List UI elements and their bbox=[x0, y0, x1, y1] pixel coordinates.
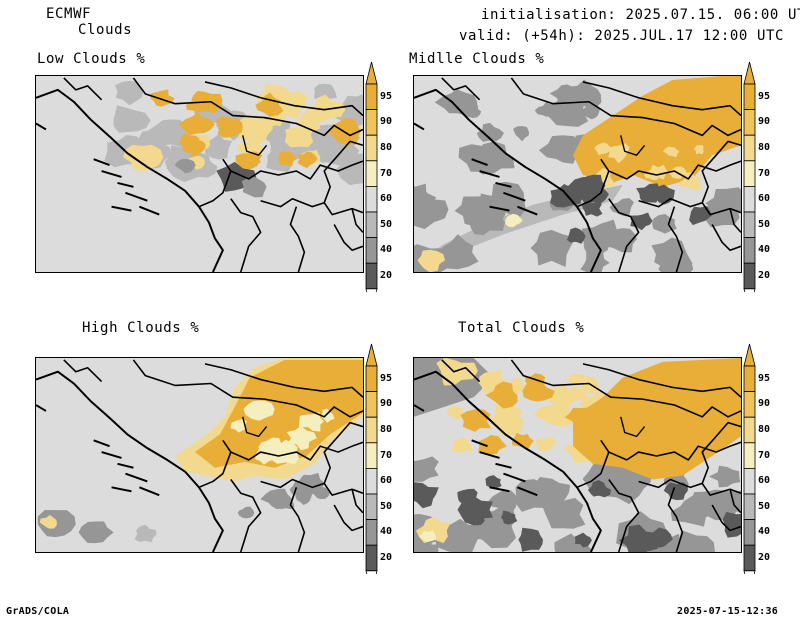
colorbar-segment-40 bbox=[743, 519, 756, 546]
colorbar-segment-70 bbox=[743, 160, 756, 187]
colorbar-arrow-top bbox=[743, 343, 756, 367]
colorbar-segment-60 bbox=[743, 186, 756, 213]
colorbar-segment-50 bbox=[365, 493, 378, 521]
colorbar-label-40: 40 bbox=[758, 526, 771, 538]
colorbar-label-95: 95 bbox=[758, 90, 771, 102]
panel-title-middle: Midlle Clouds % bbox=[409, 51, 545, 67]
colorbar-label-50: 50 bbox=[758, 500, 771, 512]
colorbar-segment-90 bbox=[743, 391, 756, 418]
panel-title-total: Total Clouds % bbox=[458, 320, 585, 336]
field-label: Clouds bbox=[78, 22, 133, 38]
map-high-clouds bbox=[35, 357, 364, 553]
colorbar-label-70: 70 bbox=[758, 449, 771, 461]
colorbar-arrow-bottom bbox=[743, 288, 756, 311]
colorbar-label-80: 80 bbox=[758, 424, 771, 435]
colorbar-label-50: 50 bbox=[380, 500, 393, 512]
colorbar-label-50: 50 bbox=[380, 218, 393, 230]
colorbar-segment-40 bbox=[365, 237, 378, 264]
panel-title-low: Low Clouds % bbox=[37, 51, 146, 67]
colorbar-label-90: 90 bbox=[380, 116, 393, 128]
colorbar-label-70: 70 bbox=[758, 167, 771, 179]
footer-software: GrADS/COLA bbox=[6, 606, 70, 617]
colorbar-label-60: 60 bbox=[380, 475, 393, 487]
colorbar-segment-95 bbox=[743, 365, 756, 393]
colorbar-segment-20 bbox=[365, 544, 378, 572]
colorbar-segment-70 bbox=[365, 442, 378, 469]
colorbar-label-20: 20 bbox=[380, 552, 393, 563]
colorbar-segment-60 bbox=[365, 468, 378, 495]
init-time: initialisation: 2025.07.15. 06:00 UTC bbox=[481, 7, 800, 23]
colorbar-label-90: 90 bbox=[758, 398, 771, 410]
map-total-clouds bbox=[413, 357, 742, 553]
colorbar-segment-80 bbox=[365, 416, 378, 444]
model-label: ECMWF bbox=[46, 6, 92, 22]
colorbar-label-20: 20 bbox=[758, 270, 771, 281]
colorbar-segment-70 bbox=[743, 442, 756, 469]
colorbar-segment-90 bbox=[743, 109, 756, 136]
colorbar-label-80: 80 bbox=[380, 142, 393, 153]
colorbar-label-95: 95 bbox=[380, 90, 393, 102]
colorbar-segment-40 bbox=[743, 237, 756, 264]
colorbar-arrow-top bbox=[365, 343, 378, 367]
colorbar-arrow-top bbox=[365, 61, 378, 85]
valid-time: valid: (+54h): 2025.JUL.17 12:00 UTC bbox=[459, 28, 785, 44]
colorbar-arrow-top bbox=[743, 61, 756, 85]
colorbar-segment-60 bbox=[365, 186, 378, 213]
colorbar-segment-20 bbox=[743, 544, 756, 572]
colorbar-segment-20 bbox=[743, 262, 756, 290]
colorbar-segment-95 bbox=[365, 365, 378, 393]
colorbar-label-40: 40 bbox=[758, 244, 771, 256]
colorbar-segment-50 bbox=[743, 211, 756, 239]
colorbar-segment-80 bbox=[365, 134, 378, 162]
colorbar-label-80: 80 bbox=[380, 424, 393, 435]
colorbar-segment-40 bbox=[365, 519, 378, 546]
colorbar-segment-95 bbox=[365, 83, 378, 111]
colorbar-label-90: 90 bbox=[758, 116, 771, 128]
colorbar-low: 95 90 80 70 60 50 40 20 bbox=[364, 60, 400, 311]
map-middle-clouds bbox=[413, 75, 742, 273]
colorbar-arrow-bottom bbox=[365, 288, 378, 311]
panel-title-high: High Clouds % bbox=[82, 320, 200, 336]
colorbar-label-60: 60 bbox=[758, 475, 771, 487]
colorbar-label-60: 60 bbox=[758, 193, 771, 205]
colorbar-segment-70 bbox=[365, 160, 378, 187]
colorbar-arrow-bottom bbox=[743, 570, 756, 593]
footer-timestamp: 2025-07-15-12:36 bbox=[677, 606, 779, 617]
colorbar-segment-80 bbox=[743, 416, 756, 444]
colorbar-label-50: 50 bbox=[758, 218, 771, 230]
colorbar-label-70: 70 bbox=[380, 167, 393, 179]
colorbar-segment-60 bbox=[743, 468, 756, 495]
colorbar-label-95: 95 bbox=[380, 372, 393, 384]
colorbar-label-20: 20 bbox=[380, 270, 393, 281]
colorbar-label-70: 70 bbox=[380, 449, 393, 461]
colorbar-segment-95 bbox=[743, 83, 756, 111]
colorbar-segment-90 bbox=[365, 391, 378, 418]
colorbar-middle: 95 90 80 70 60 50 40 20 bbox=[742, 60, 778, 311]
colorbar-label-20: 20 bbox=[758, 552, 771, 563]
map-low-clouds bbox=[35, 75, 364, 273]
colorbar-label-40: 40 bbox=[380, 526, 393, 538]
colorbar-label-60: 60 bbox=[380, 193, 393, 205]
colorbar-total: 95 90 80 70 60 50 40 20 bbox=[742, 342, 778, 593]
colorbar-segment-20 bbox=[365, 262, 378, 290]
colorbar-label-40: 40 bbox=[380, 244, 393, 256]
colorbar-segment-50 bbox=[365, 211, 378, 239]
colorbar-label-90: 90 bbox=[380, 398, 393, 410]
colorbar-segment-50 bbox=[743, 493, 756, 521]
colorbar-label-80: 80 bbox=[758, 142, 771, 153]
colorbar-segment-80 bbox=[743, 134, 756, 162]
colorbar-segment-90 bbox=[365, 109, 378, 136]
colorbar-arrow-bottom bbox=[365, 570, 378, 593]
colorbar-label-95: 95 bbox=[758, 372, 771, 384]
colorbar-high: 95 90 80 70 60 50 40 20 bbox=[364, 342, 400, 593]
